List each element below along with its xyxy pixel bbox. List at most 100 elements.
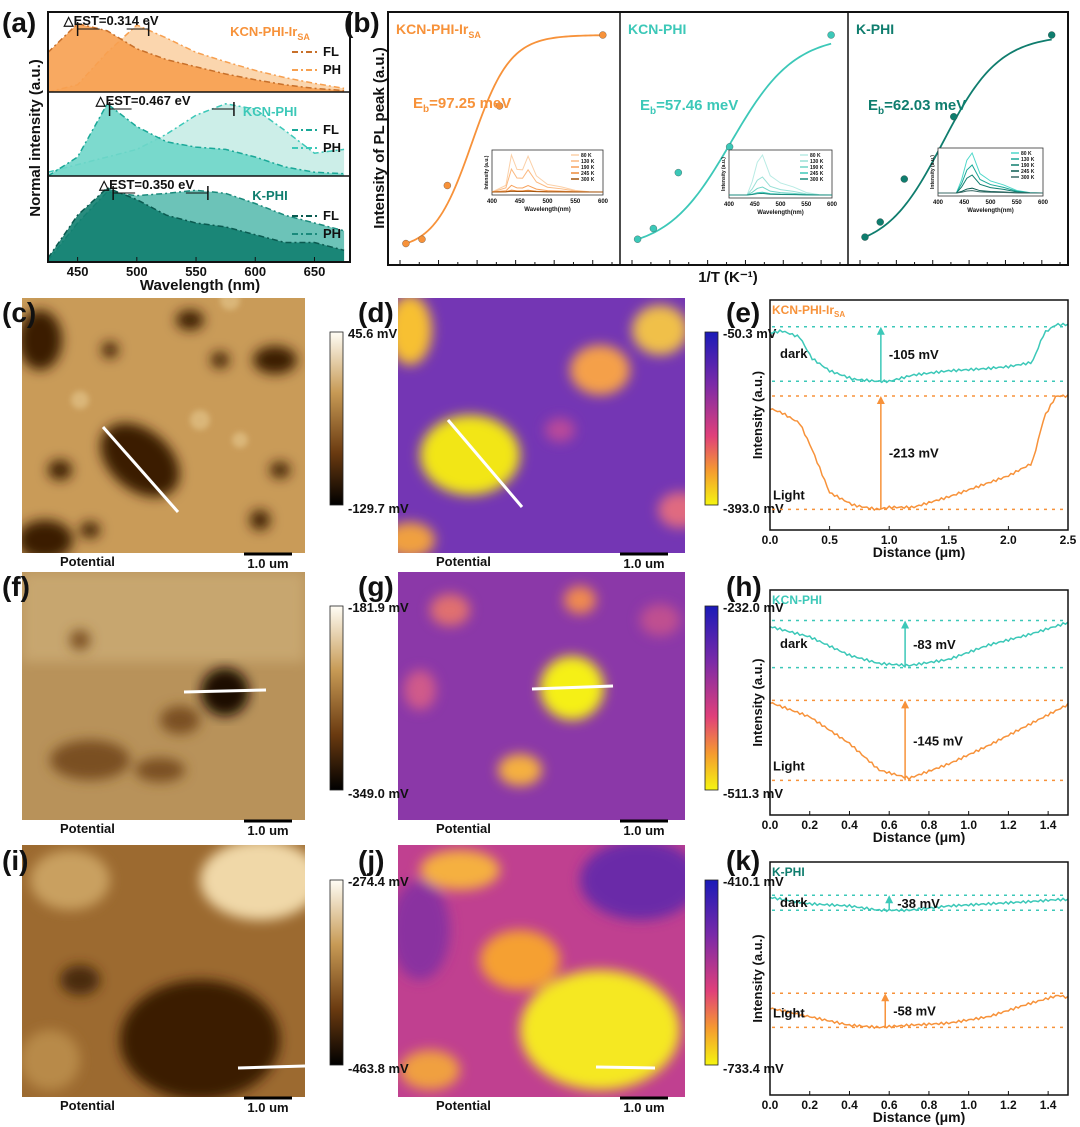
b-inset-ylabel: Intensity (a.u.) <box>484 155 490 189</box>
panel-label-d: (d) <box>358 297 394 328</box>
sample-name: KCN-PHI-Ir <box>772 303 834 317</box>
panel-a-pl-spectra: △EST=0.314 eV KCN-PHI-IrSA FL PH △EST=0.467 … <box>47 11 351 279</box>
scale-bar-label-d: 1.0 um <box>623 556 664 571</box>
arrow-head-icon <box>901 620 910 629</box>
eb-value: =57.46 meV <box>656 97 738 114</box>
profile-frame <box>769 299 1069 531</box>
profile-tick-label: 0.2 <box>801 818 818 832</box>
profile-tick-label: 0.0 <box>762 818 779 832</box>
profile-line-light <box>769 701 1069 781</box>
colorbar-min-f: -349.0 mV <box>348 786 409 801</box>
profile-series-label: Light <box>773 1005 805 1020</box>
sample-name: KCN-PHI <box>628 21 686 37</box>
profile-xlabel: Distance (μm) <box>873 544 966 560</box>
a-fl-line <box>47 22 345 92</box>
b-inset-curve <box>491 167 604 193</box>
b-inset-legend-label: 245 K <box>810 171 824 177</box>
a-ylabel: Normal intensity (a.u.) <box>27 59 44 217</box>
b-frame <box>387 11 1069 266</box>
panel-label-k: (k) <box>726 845 760 876</box>
map-caption-f: Potential <box>60 821 115 836</box>
colorbar-min-i: -463.8 mV <box>348 1061 409 1076</box>
colorbar-min-d: -393.0 mV <box>723 501 784 516</box>
map-caption-i: Potential <box>60 1098 115 1113</box>
profile-tick-label: 1.5 <box>940 533 957 547</box>
b-data-point <box>418 235 426 243</box>
a-frame <box>47 11 351 263</box>
b-binding-energy: Eb=57.46 meV <box>640 97 738 117</box>
b-data-point <box>827 31 835 39</box>
b-data-point <box>900 175 908 183</box>
b-inset-legend-label: 190 K <box>810 165 824 171</box>
b-inset-xlabel: Wavelength(nm) <box>524 207 570 213</box>
sample-name: KCN-PHI-Ir <box>396 21 469 37</box>
profile-delta-label: -58 mV <box>893 1003 936 1018</box>
sample-name: K-PHI <box>856 21 894 37</box>
b-inset-curve <box>729 192 833 196</box>
a-tick-label: 500 <box>126 264 148 279</box>
b-inset-tick: 450 <box>750 202 761 208</box>
colorbar-i <box>329 879 344 1066</box>
profile-frame <box>769 589 1069 816</box>
b-fit-curve <box>637 42 832 241</box>
b-data-point <box>443 181 452 190</box>
a-ph-line <box>47 103 345 173</box>
b-data-point <box>950 113 958 121</box>
arrow-head-icon <box>876 396 885 404</box>
sample-name: KCN-PHI-Ir <box>230 24 297 39</box>
a-delta-est: △EST=0.350 eV <box>98 177 194 192</box>
a-tick-label: 600 <box>244 264 266 279</box>
profile-tick-label: 2.0 <box>1000 533 1017 547</box>
b-data-point <box>495 102 504 110</box>
arrow-head-icon <box>885 895 894 904</box>
a-fl-area <box>48 103 345 176</box>
a-tick-label: 650 <box>304 264 326 279</box>
eb-symbol: E <box>640 97 650 114</box>
colorbar-min-c: -129.7 mV <box>348 501 409 516</box>
scale-bar-label-c: 1.0 um <box>247 556 288 571</box>
b-inset-curve <box>938 190 1044 194</box>
profile-tick-label: 0.8 <box>921 1098 938 1112</box>
profile-tick-label: 0.8 <box>921 818 938 832</box>
a-delta-est: △EST=0.314 eV <box>63 13 159 28</box>
colorbar-j <box>704 879 719 1066</box>
profile-tick-label: 0.0 <box>762 533 779 547</box>
panel-label-a: (a) <box>2 7 36 38</box>
b-inset-tick: 600 <box>1038 200 1049 206</box>
profile-tick-label: 1.2 <box>1000 1098 1017 1112</box>
a-fl-line <box>47 102 345 177</box>
b-xlabel: 1/T (K⁻¹) <box>698 269 758 286</box>
b-inset-tick: 400 <box>724 202 735 208</box>
a-ph-line <box>47 189 345 261</box>
b-data-point <box>1048 31 1056 39</box>
profile-line-dark <box>769 896 1069 913</box>
eb-symbol: E <box>868 97 878 114</box>
a-legend-label: FL <box>323 208 339 223</box>
map-caption-j: Potential <box>436 1098 491 1113</box>
b-inset-legend-label: 245 K <box>1021 169 1035 175</box>
profile-tick-label: 0.6 <box>881 1098 898 1112</box>
panel-k-profile: -38 mV dark -58 mV Light K-PHI 0.0 0.2 0.4 0.6 0.… <box>750 861 1069 1125</box>
colorbar-max-f: -181.9 mV <box>348 600 409 615</box>
profile-tick-label: 0.5 <box>821 533 838 547</box>
b-inset-legend-label: 190 K <box>581 165 595 171</box>
profile-tick-label: 0.4 <box>841 818 858 832</box>
arrow-head-icon <box>876 326 885 335</box>
panel-label-i: (i) <box>2 845 28 876</box>
map-f-potential-image <box>22 572 305 820</box>
profile-line-dark <box>769 322 1069 384</box>
profile-series-label: Light <box>773 487 805 502</box>
b-inset-tick: 600 <box>598 199 609 205</box>
profile-tick-label: 0.0 <box>762 1098 779 1112</box>
a-legend-label: FL <box>323 44 339 59</box>
b-data-point <box>876 218 884 226</box>
b-binding-energy: Eb=62.03 meV <box>868 97 966 117</box>
panel-label-f: (f) <box>2 571 30 602</box>
b-inset-tick: 500 <box>775 202 786 208</box>
b-inset-legend-label: 190 K <box>1021 163 1035 169</box>
colorbar-g <box>704 605 719 791</box>
a-legend-label: PH <box>323 62 341 77</box>
profile-tick-label: 2.5 <box>1060 533 1077 547</box>
panel-h-profile: -83 mV dark -145 mV Light KCN-PHI 0.0 0.2 0.4 0.… <box>750 589 1069 845</box>
panel-label-h: (h) <box>726 571 762 602</box>
